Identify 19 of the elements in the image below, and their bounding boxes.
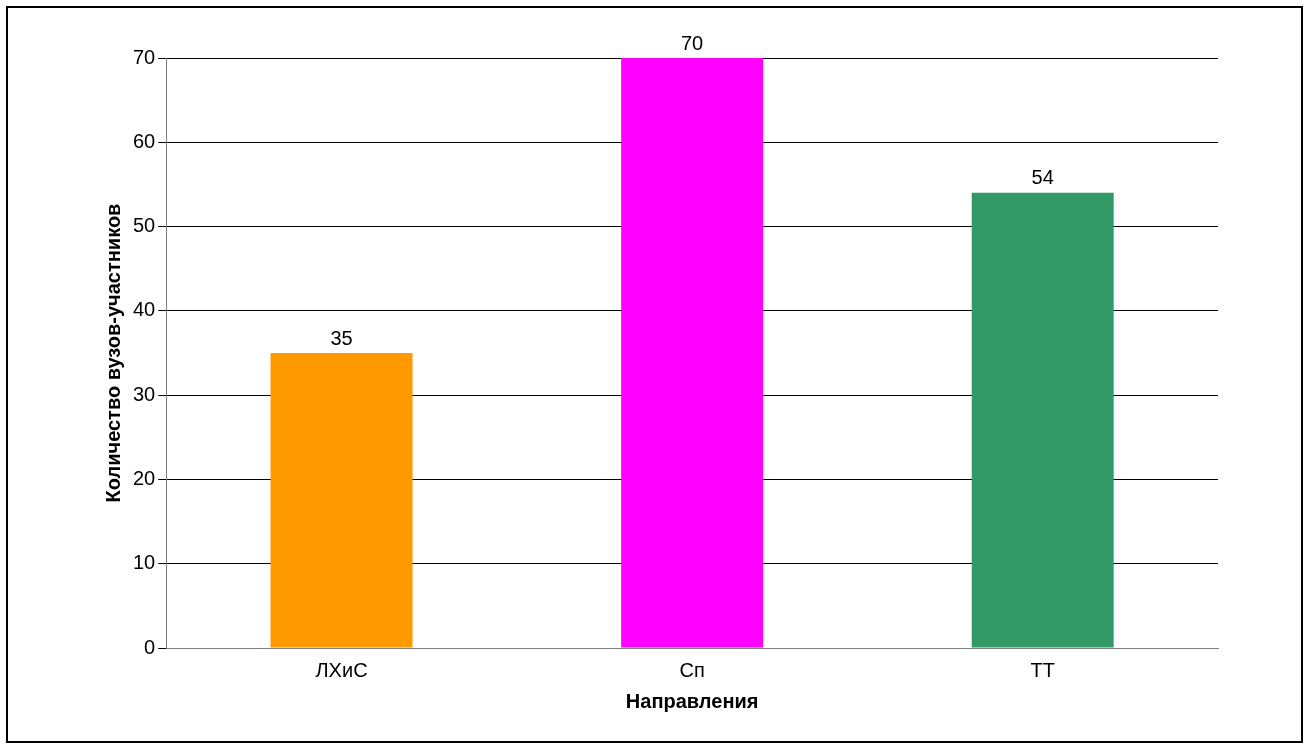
bar (971, 192, 1114, 648)
y-axis-title: Количество вузов-участников (101, 203, 124, 503)
x-tick-label: Сп (679, 658, 705, 681)
y-tick-label: 10 (133, 551, 156, 574)
y-tick-label: 60 (133, 129, 156, 152)
x-axis-title: Направления (625, 689, 759, 712)
y-tick-label: 40 (133, 298, 156, 321)
data-label: 35 (330, 326, 353, 349)
bar (270, 353, 413, 648)
bar (621, 58, 764, 648)
x-tick-label: ТТ (1030, 658, 1055, 681)
y-tick-label: 50 (133, 214, 156, 237)
data-label: 70 (681, 31, 704, 54)
data-label: 54 (1031, 166, 1054, 189)
y-tick-label: 0 (144, 635, 156, 658)
y-tick-label: 70 (133, 45, 156, 68)
y-tick-label: 20 (133, 466, 156, 489)
x-tick-label: ЛХиС (315, 658, 368, 681)
y-tick-label: 30 (133, 382, 156, 405)
